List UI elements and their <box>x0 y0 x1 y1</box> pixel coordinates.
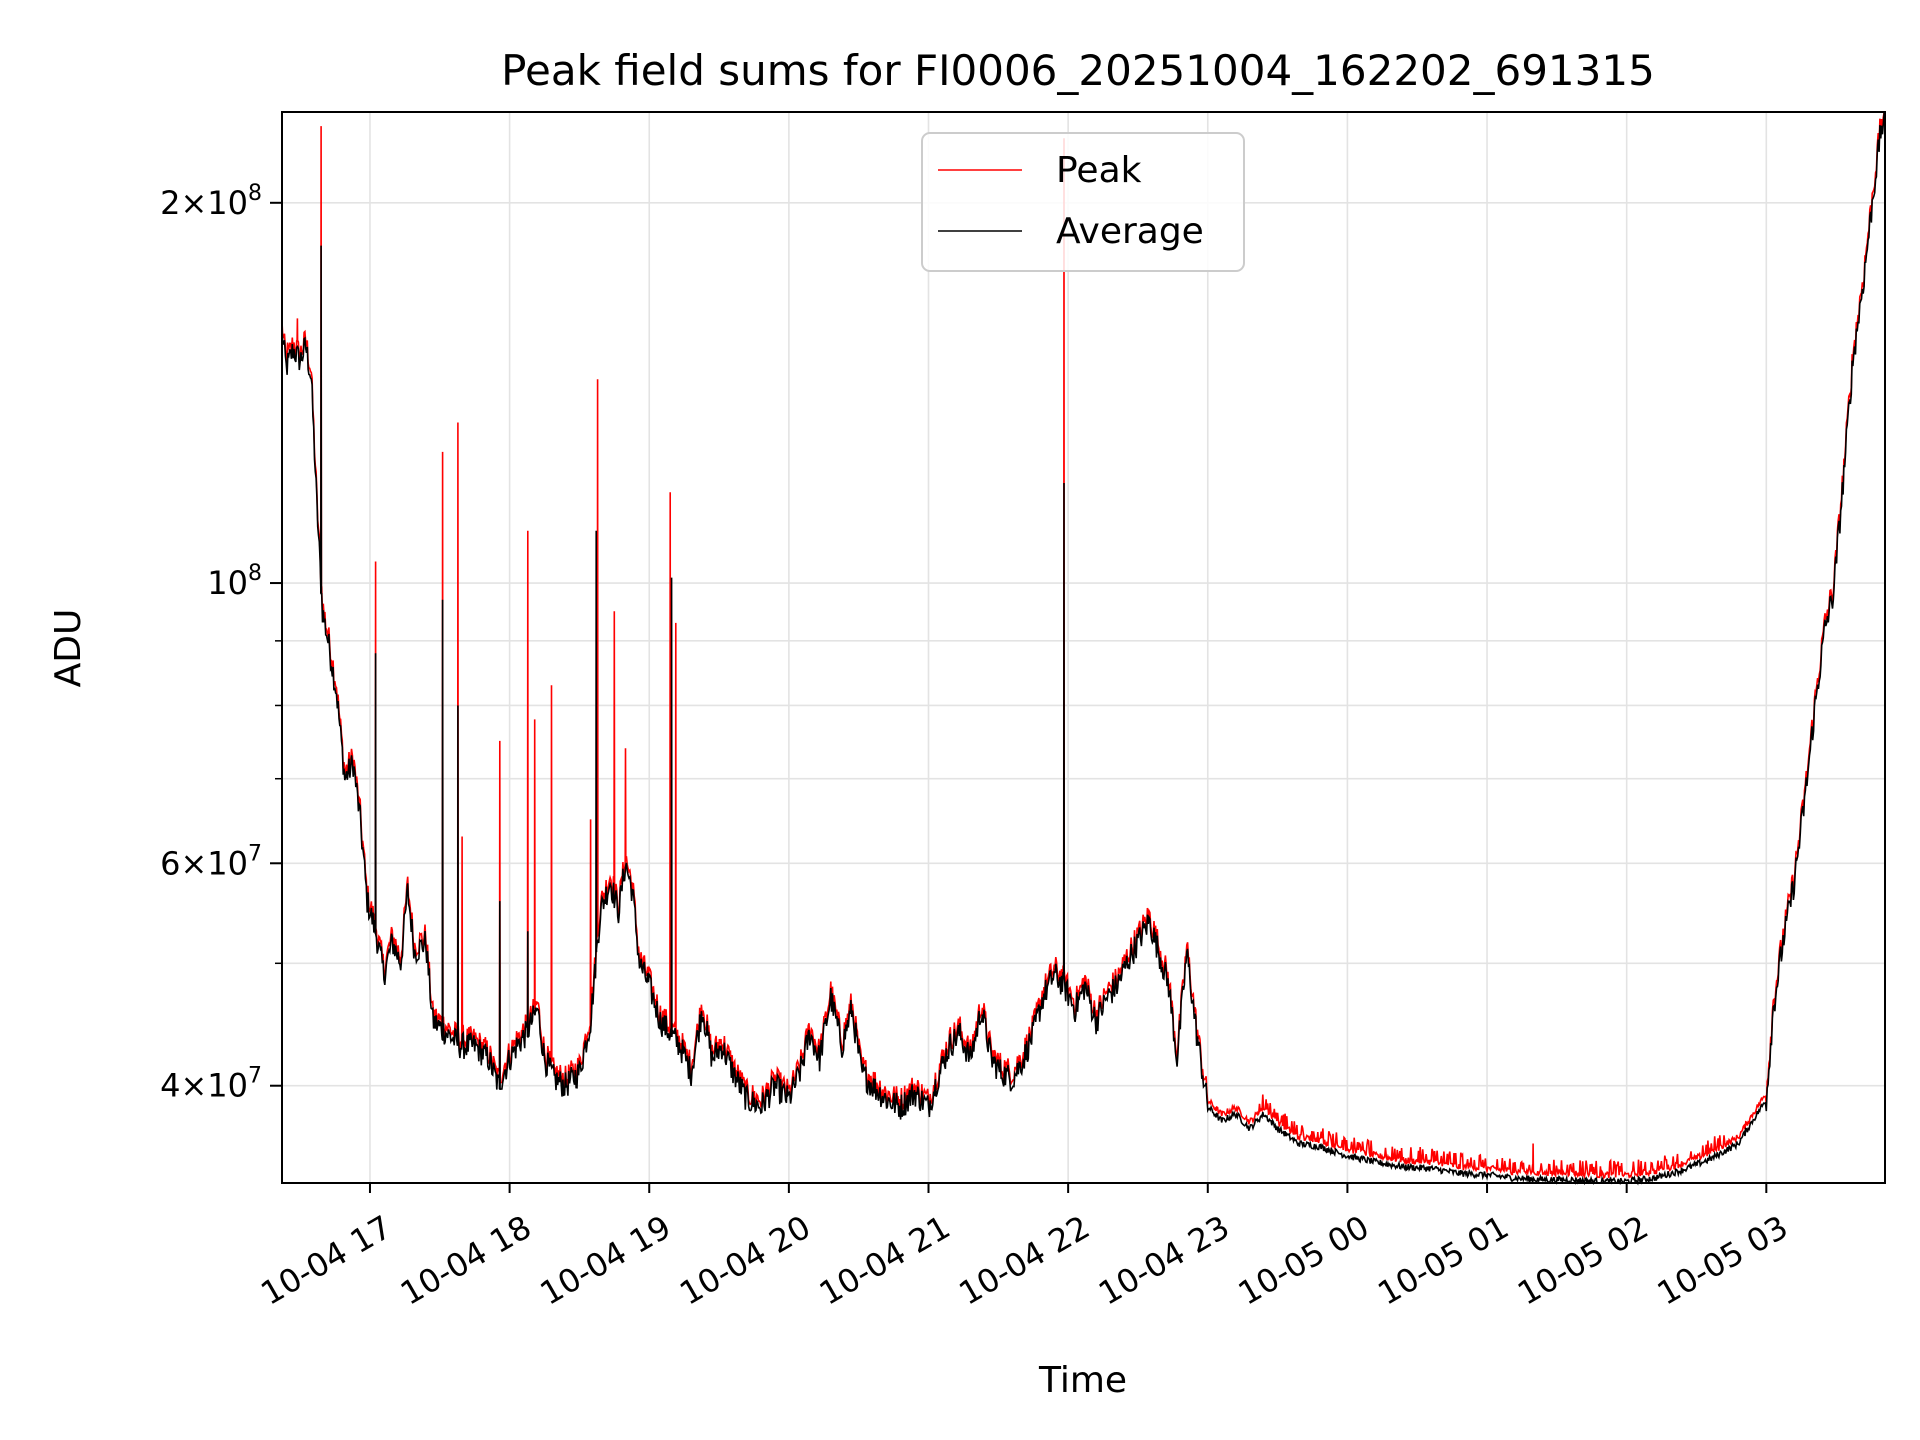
y-tick-label: 6×107 <box>160 841 262 882</box>
legend: Peak Average <box>921 132 1245 272</box>
y-tick-label: 108 <box>207 561 262 602</box>
y-tick-label: 2×108 <box>160 181 262 222</box>
y-tick-exponent: 8 <box>248 181 262 206</box>
y-tick-base: 10 <box>207 844 248 882</box>
y-tick-mantissa: 6× <box>160 844 207 882</box>
x-tick-label: 10-04 19 <box>534 1208 678 1313</box>
y-tick-base: 10 <box>207 184 248 222</box>
y-tick-exponent: 7 <box>248 841 262 866</box>
x-tick-label: 10-04 21 <box>813 1208 957 1313</box>
y-tick-label: 4×107 <box>160 1064 262 1105</box>
x-tick-label: 10-04 20 <box>673 1208 817 1313</box>
plot-frame <box>281 111 1886 1184</box>
x-axis-label: Time <box>1038 1360 1127 1401</box>
y-tick-mantissa: 2× <box>160 184 207 222</box>
y-tick-exponent: 7 <box>248 1064 262 1089</box>
grid <box>282 112 1885 1183</box>
y-tick-exponent: 8 <box>248 561 262 586</box>
x-tick-label: 10-04 22 <box>953 1208 1097 1313</box>
legend-label-average: Average <box>1056 211 1204 252</box>
y-tick-base: 10 <box>207 564 248 602</box>
chart-title: Peak field sums for FI0006_20251004_1622… <box>501 46 1655 95</box>
x-tick-label: 10-04 23 <box>1092 1208 1236 1313</box>
y-axis-label: ADU <box>48 609 89 688</box>
x-tick-label: 10-04 18 <box>394 1208 538 1313</box>
y-tick-mantissa: 4× <box>160 1067 207 1105</box>
legend-label-peak: Peak <box>1056 150 1142 191</box>
plot-area <box>281 111 1886 1186</box>
x-tick-label: 10-05 00 <box>1232 1208 1376 1313</box>
y-tick-base: 10 <box>207 1067 248 1105</box>
x-tick-label: 10-05 03 <box>1651 1208 1795 1313</box>
x-tick-label: 10-05 01 <box>1371 1208 1515 1313</box>
x-tick-label: 10-05 02 <box>1511 1208 1655 1313</box>
x-tick-label: 10-04 17 <box>254 1208 398 1313</box>
legend-box <box>921 132 1245 272</box>
series-line-average <box>281 111 1886 1186</box>
